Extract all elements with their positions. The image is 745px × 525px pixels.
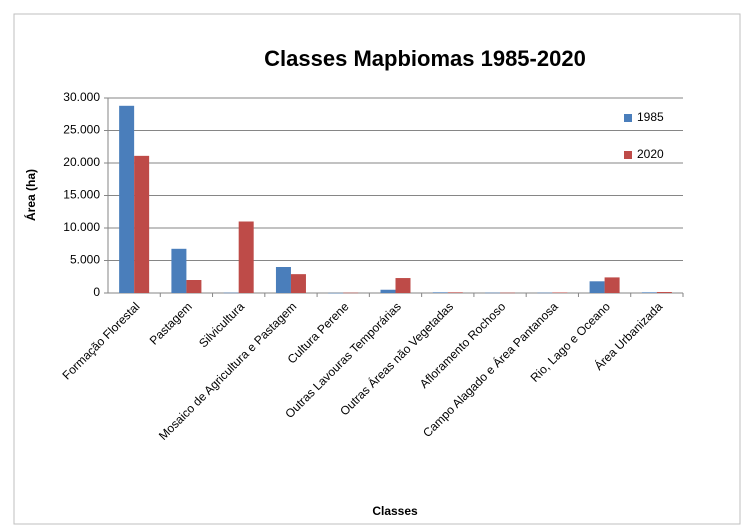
- bar: [380, 289, 396, 293]
- bar: [223, 292, 239, 294]
- legend-label: 2020: [637, 147, 664, 161]
- bar: [134, 155, 150, 293]
- bar: [447, 292, 463, 293]
- bar: [119, 105, 135, 293]
- bar: [395, 278, 411, 293]
- bar: [552, 292, 568, 293]
- bar: [290, 274, 306, 293]
- bar: [343, 292, 359, 294]
- bar: [641, 292, 657, 293]
- bar: [328, 292, 344, 294]
- y-tick-label: 0: [93, 285, 100, 299]
- bar: [656, 292, 672, 293]
- y-tick-label: 10.000: [63, 220, 100, 234]
- y-tick-label: 15.000: [63, 188, 100, 202]
- legend-label: 1985: [637, 110, 664, 124]
- y-tick-label: 20.000: [63, 155, 100, 169]
- x-axis-label: Classes: [372, 504, 418, 518]
- y-tick-label: 25.000: [63, 123, 100, 137]
- legend-swatch: [624, 151, 632, 159]
- y-axis-label: Área (ha): [23, 169, 38, 221]
- y-tick-label: 30.000: [63, 90, 100, 104]
- y-tick-label: 5.000: [70, 253, 100, 267]
- bar: [186, 280, 202, 293]
- bar: [500, 292, 516, 294]
- bar: [604, 277, 620, 293]
- chart-title: Classes Mapbiomas 1985-2020: [264, 46, 586, 71]
- bar: [537, 292, 553, 294]
- legend-swatch: [624, 114, 632, 122]
- bar: [432, 292, 448, 293]
- bar: [485, 292, 501, 294]
- bar: [589, 281, 605, 293]
- bar: [238, 221, 254, 293]
- bar: [171, 248, 187, 293]
- bar: [275, 267, 291, 293]
